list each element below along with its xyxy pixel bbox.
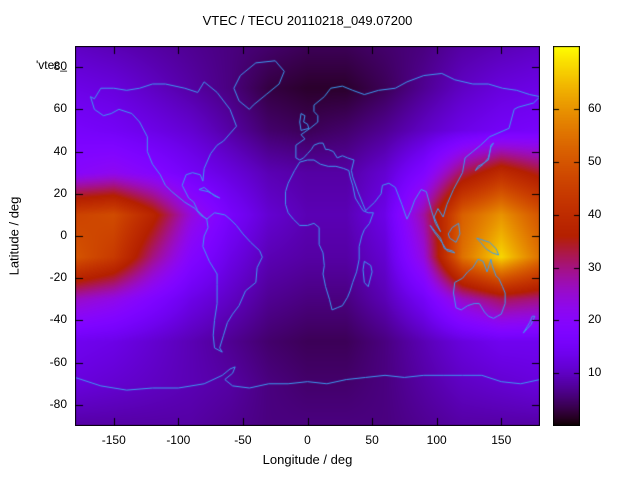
y-tick-label: 60 (53, 101, 67, 116)
heatmap-canvas (75, 46, 540, 426)
x-axis-title: Longitude / deg (262, 452, 353, 467)
x-tick-label: -100 (166, 433, 191, 447)
colorbar-tick-label: 10 (588, 365, 602, 380)
y-tick-label: -40 (49, 312, 67, 327)
colorbar-tick-label: 40 (588, 206, 602, 221)
colorbar-tick-label: 50 (588, 154, 602, 169)
colorbar-tick-label: 60 (588, 101, 602, 116)
x-tick-label: -50 (234, 433, 252, 447)
x-tick-label: 150 (491, 433, 512, 447)
colorbar-canvas (553, 46, 580, 426)
y-tick-label: -60 (49, 354, 67, 369)
y-tick-label: -20 (49, 270, 67, 285)
colorbar-tick-label: 30 (588, 259, 602, 274)
y-tick-label: -80 (49, 396, 67, 411)
x-tick-label: 50 (365, 433, 379, 447)
y-tick-label: 80 (53, 59, 67, 74)
y-tick-label: 0 (60, 228, 67, 242)
chart-title: VTEC / TECU 20110218_049.07200 (202, 13, 413, 28)
x-tick-label: 0 (304, 433, 311, 447)
x-tick-label: 100 (426, 433, 447, 447)
x-tick-label: -150 (101, 433, 126, 447)
legend-key-label: 'vtec_ (36, 58, 67, 72)
colorbar-tick-label: 20 (588, 312, 602, 327)
y-tick-label: 40 (53, 143, 67, 158)
y-tick-label: 20 (53, 185, 67, 200)
